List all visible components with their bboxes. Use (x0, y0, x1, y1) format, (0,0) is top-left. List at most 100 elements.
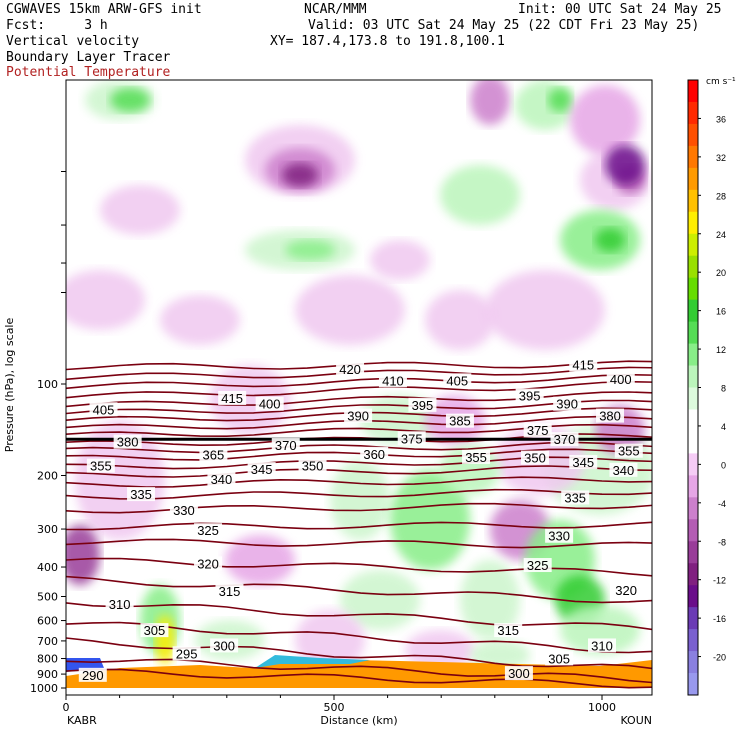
theta-label-bg (127, 487, 156, 502)
velocity-blob (160, 295, 240, 345)
colorbar-swatch (688, 453, 698, 476)
theta-label-bg (553, 396, 582, 411)
theta-label-bg (397, 431, 426, 446)
theta-label: 315 (497, 623, 519, 638)
velocity-blob (66, 525, 100, 585)
velocity-blob (570, 85, 640, 155)
velocity-blob (460, 560, 520, 640)
theta-label-bg (515, 388, 544, 403)
field-vertical-velocity: Vertical velocity (6, 34, 140, 49)
theta-label: 390 (556, 397, 578, 412)
velocity-blob (330, 460, 390, 540)
theta-label-bg (609, 462, 638, 477)
colorbar-tick-label: 28 (716, 191, 726, 201)
theta-label-bg (199, 447, 228, 462)
colorbar-swatch (688, 365, 698, 388)
colorbar-swatch (688, 80, 698, 103)
theta-contour (66, 602, 652, 631)
theta-label: 335 (564, 490, 586, 505)
colorbar-swatch (688, 123, 698, 147)
theta-contour (66, 557, 652, 577)
colorbar-tick-label: 20 (716, 268, 726, 278)
theta-label: 410 (382, 373, 404, 388)
velocity-blob (110, 88, 150, 112)
colorbar-swatch (688, 431, 698, 454)
theta-label: 335 (130, 487, 152, 502)
theta-label: 325 (527, 558, 549, 573)
colorbar-swatch (688, 343, 698, 367)
theta-label: 380 (599, 409, 621, 424)
field-boundary-layer-tracer: Boundary Layer Tracer (6, 50, 171, 65)
theta-label: 375 (401, 431, 423, 446)
theta-contour (66, 637, 652, 670)
colorbar-swatch (688, 519, 698, 542)
y-axis-label: Pressure (hPa), log scale (3, 318, 16, 453)
velocity-blob (225, 535, 295, 585)
theta-label: 405 (446, 373, 468, 388)
theta-label-bg (172, 646, 201, 661)
theta-contour (66, 391, 652, 408)
theta-label-bg (569, 455, 598, 470)
theta-contour (66, 538, 652, 549)
theta-label-bg (545, 528, 574, 543)
colorbar-swatch (688, 629, 698, 652)
velocity-blob (405, 630, 475, 670)
colorbar-swatch (688, 475, 698, 498)
y-tick-label: 1000 (30, 682, 58, 695)
theta-label-bg (218, 390, 247, 405)
colorbar-swatch (688, 541, 698, 564)
theta-label-bg (378, 373, 407, 388)
theta-label: 345 (251, 462, 273, 477)
velocity-blob (425, 290, 495, 350)
theta-label-bg (247, 462, 276, 477)
theta-label-bg (207, 472, 236, 487)
y-tick-label: 100 (37, 378, 58, 391)
colorbar-tick-label: 32 (716, 153, 726, 163)
y-tick-label: 400 (37, 561, 58, 574)
theta-contour (66, 521, 652, 531)
theta-label-bg (408, 397, 437, 412)
theta-label: 330 (548, 529, 570, 544)
theta-label: 365 (203, 448, 225, 463)
colorbar-swatch (688, 673, 698, 696)
colorbar-tick-label: -16 (713, 614, 726, 624)
theta-label: 340 (211, 472, 233, 487)
theta-label: 310 (591, 638, 613, 653)
potential-temperature-contours: 415 420 410 405 415 400 405 400 390 395 395 390 380 3… (66, 357, 652, 689)
colorbar-swatch (688, 211, 698, 235)
velocity-blob (560, 605, 640, 655)
theta-label: 415 (221, 391, 243, 406)
velocity-blob (100, 185, 180, 235)
theta-label: 370 (554, 432, 576, 447)
theta-label-bg (494, 623, 523, 638)
colorbar-swatch (688, 387, 698, 410)
theta-label: 370 (275, 438, 297, 453)
theta-label-bg (140, 623, 169, 638)
colorbar-tick-label: -4 (718, 499, 726, 509)
theta-label-bg (523, 558, 552, 573)
theta-label: 305 (144, 623, 166, 638)
colorbar-tick-label: 36 (716, 114, 726, 124)
theta-contour (66, 488, 652, 500)
theta-label-bg (523, 423, 552, 438)
theta-label: 380 (117, 435, 139, 450)
colorbar-unit: cm s⁻¹ (706, 77, 736, 87)
velocity-blob (440, 165, 520, 225)
theta-label: 350 (302, 459, 324, 474)
colorbar-swatch (688, 321, 698, 345)
theta-label-bg (194, 523, 223, 538)
y-tick-label: 900 (37, 668, 58, 681)
velocity-blob (595, 228, 625, 252)
theta-label-bg (606, 371, 635, 386)
y-tick-label: 600 (37, 615, 58, 628)
title-left: CGWAVES 15km ARW-GFS init (6, 2, 202, 17)
velocity-blob (66, 270, 145, 330)
theta-label: 360 (363, 447, 385, 462)
theta-label-bg (596, 408, 625, 423)
theta-label-bg (89, 402, 118, 417)
theta-label-bg (561, 490, 590, 505)
theta-label: 325 (197, 523, 219, 538)
colorbar: 36 32 28 24 20 16 12 8 4 0 -4 -8 -12 -16 -20 (687, 79, 726, 696)
theta-label-bg (271, 438, 300, 453)
